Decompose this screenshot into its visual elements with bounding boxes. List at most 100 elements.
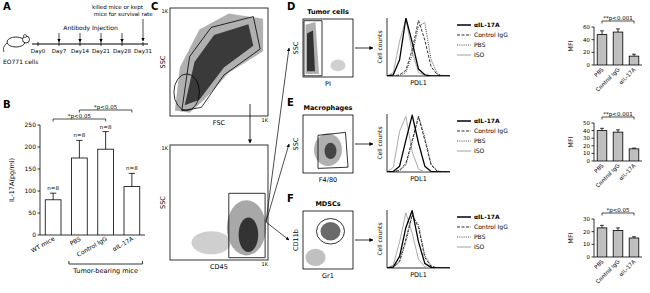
bar [629,149,639,161]
bar [597,131,607,161]
y-tick-label: 50 [583,120,590,126]
y-tick-label: 20 [583,143,590,149]
y-axis [387,114,388,172]
bar [613,230,623,257]
y-tick [592,123,595,124]
legend-swatch [457,150,471,151]
tick-label: 1K [162,145,169,151]
y-tick [38,191,41,192]
gate [182,17,260,111]
plot-area [597,128,639,161]
y-tick-label: 10 [583,150,590,156]
histogram-line [387,116,450,172]
legend-label: αIL-17A [474,213,500,220]
plot-area [597,225,639,257]
tick-label: 1K [262,117,269,123]
bar [45,200,61,235]
legend-swatch [457,120,471,122]
panel-letter: A [3,1,11,12]
significance-bracket [602,117,634,120]
y-axis [387,18,388,76]
figure: ABCDEFEO771 cellsDay0Day7Day14Day21Day28… [0,0,650,293]
x-axis-label: PDL1 [410,175,427,183]
x-axis-label: CD45 [210,263,228,271]
day-tick [38,42,39,46]
gate [318,132,348,168]
legend-label: αIL-17A [474,21,500,28]
y-tick [592,52,595,53]
error-bar [600,128,604,130]
category-label: Control IgG [595,66,622,93]
mouse-ear [24,35,27,38]
category-label: PBS [68,235,82,247]
plot-title: MDSCs [315,200,340,208]
category-label: αIL-17A [111,234,135,252]
bar [613,32,623,65]
y-tick [592,130,595,131]
bar [613,132,623,161]
error-bar [616,130,620,132]
arrow [266,48,289,222]
day-label: Day7 [52,48,67,55]
legend-swatch [457,54,471,55]
y-tick-label: 200 [25,143,37,150]
y-tick-label: 30 [583,135,590,141]
cells-label: EO771 cells [3,58,38,65]
endpoint-line: mice for survival rate [92,11,153,17]
plot-area [387,211,450,268]
gate [304,21,322,76]
tick-label: 1K [262,261,269,267]
annotation: *p<0.05 [68,113,92,120]
bar-chart: 0204060PBSControl IgGαIL-17A**p<0.001MFI [567,15,642,94]
y-tick [592,145,595,146]
y-axis-label: Cell counts [376,126,383,159]
arrow [266,222,289,240]
y-axis-label: SSC [159,196,167,209]
group-bracket [69,261,143,264]
annotation: *p<0.05 [606,207,630,214]
legend-swatch [457,226,471,227]
error-bar [600,31,604,35]
n-label: n=8 [126,165,138,171]
legend-label: ISO [474,51,485,58]
arrow [355,240,373,241]
legend-label: Control IgG [474,31,508,39]
y-axis-label: SSC [159,55,167,68]
gate [229,193,265,257]
day-label: Day14 [71,48,89,55]
plot-title: Tumor cells [307,8,349,16]
y-axis-label: SSC [292,41,300,54]
y-axis [594,27,595,65]
category-label: PBS [593,162,605,174]
significance-bracket [602,213,634,216]
category-label: αIL-17A [618,162,637,181]
y-tick-label: 40 [583,37,590,43]
cell-density [306,22,320,74]
y-tick [592,138,595,139]
cell-density [331,60,346,72]
tick-label: 1K [162,8,169,14]
error-bar [600,225,604,228]
y-tick-label: 20 [583,49,590,55]
error-bar [616,228,620,231]
bar [629,238,639,257]
y-axis-label: Cell counts [376,30,383,63]
category-label: PBS [593,258,605,270]
legend-swatch [457,140,471,141]
cell-density [325,143,337,159]
x-axis-label: PDL1 [410,79,427,87]
flow-frame [303,115,353,173]
y-axis-label: MFI [567,136,575,147]
y-tick-label: 0 [587,254,591,260]
panel-letter: D [287,1,295,12]
significance-bracket [602,21,634,24]
y-tick [592,244,595,245]
day-tick [143,42,144,46]
legend-label: αIL-17A [474,117,500,124]
legend-label: PBS [474,41,486,48]
y-axis [594,123,595,161]
y-axis [40,125,41,235]
error-bar [102,132,108,150]
histogram-chart: αIL-17AControl IgGPBSISOPDL1Cell counts [376,114,508,183]
legend-label: Control IgG [474,127,508,135]
